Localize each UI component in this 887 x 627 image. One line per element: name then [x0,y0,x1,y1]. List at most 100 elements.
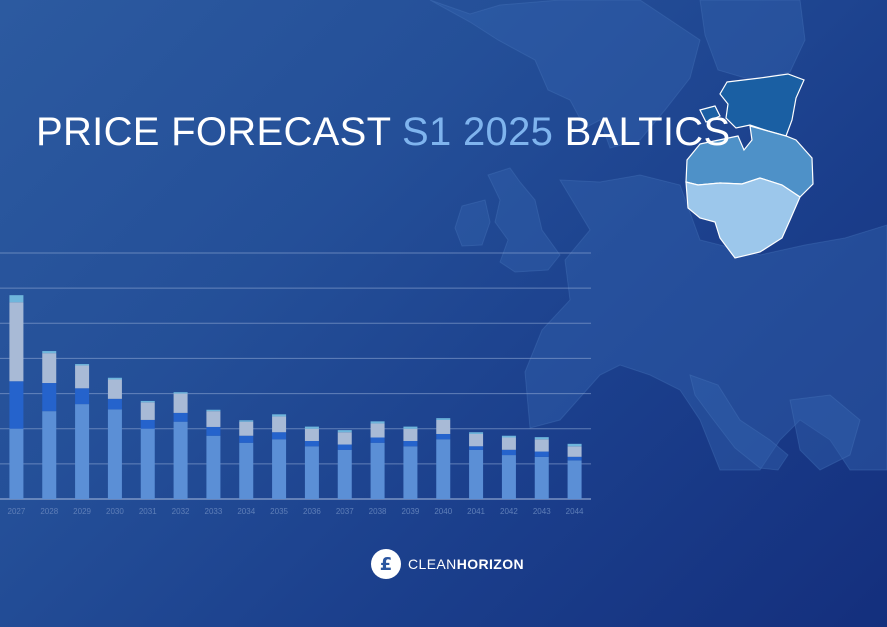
bar-segment-2041-s3 [469,433,484,447]
bar-segment-2040-s4 [436,418,451,420]
bar-segment-2027-s2 [9,381,24,429]
bar-segment-2035-s3 [272,416,287,433]
bar-segment-2039-s1 [403,446,418,499]
bar-segment-2031-s2 [140,419,155,429]
x-tick-label: 2037 [336,507,354,516]
bar-segment-2042-s2 [501,449,516,456]
title-suffix: BALTICS [553,110,731,154]
x-tick-label: 2044 [566,507,584,516]
bar-segment-2044-s2 [567,456,582,461]
bar-segment-2040-s2 [436,433,451,440]
bar-segment-2027-s1 [9,428,24,499]
bar-segment-2032-s4 [173,392,188,394]
bar-segment-2040-s3 [436,419,451,434]
bar-segment-2034-s4 [239,420,254,422]
bar-segment-2041-s2 [469,446,484,450]
bar-segment-2034-s2 [239,435,254,443]
bar-segment-2042-s1 [501,455,516,499]
bar-segment-2040-s1 [436,439,451,499]
bar-segment-2037-s1 [337,449,352,499]
ireland-landmass [454,199,491,247]
bar-segment-2028-s2 [42,383,57,412]
x-tick-label: 2030 [106,507,124,516]
bar-segment-2033-s4 [206,409,221,412]
bar-segment-2041-s4 [469,432,484,434]
bar-segment-2032-s3 [173,393,188,413]
brand-name: CLEANHORIZON [408,556,524,572]
x-tick-label: 2042 [500,507,518,516]
bar-segment-2038-s4 [370,421,385,424]
bar-segment-2030-s1 [107,409,122,499]
bar-segment-2029-s4 [75,364,90,366]
bar-segment-2039-s2 [403,441,418,447]
x-tick-label: 2036 [303,507,321,516]
bar-segment-2038-s3 [370,423,385,438]
bar-segment-2043-s1 [534,456,549,499]
bar-segment-2037-s2 [337,444,352,450]
bar-segment-2032-s1 [173,421,188,499]
lithuania-region [685,177,801,259]
brand-name-light: CLEAN [408,556,457,572]
title-accent: S1 2025 [402,110,554,154]
bar-segment-2036-s4 [304,426,319,429]
bar-segment-2029-s3 [75,365,90,389]
chart-bars [9,295,582,499]
bar-segment-2037-s4 [337,430,352,433]
x-tick-label: 2028 [40,507,58,516]
bar-segment-2036-s2 [304,441,319,447]
bar-segment-2044-s4 [567,443,582,447]
x-tick-label: 2032 [172,507,190,516]
bar-segment-2029-s2 [75,388,90,405]
title-prefix: PRICE FORECAST [36,110,403,154]
bar-segment-2036-s3 [304,428,319,442]
bar-segment-2043-s3 [534,439,549,452]
bar-segment-2031-s1 [140,428,155,499]
x-tick-label: 2041 [467,507,485,516]
bar-segment-2027-s3 [9,302,24,382]
bar-segment-2033-s2 [206,426,221,436]
bar-segment-2030-s3 [107,379,122,399]
bar-segment-2035-s4 [272,414,287,417]
bar-segment-2037-s3 [337,432,352,445]
bar-segment-2044-s3 [567,446,582,457]
bar-segment-2036-s1 [304,446,319,499]
bar-segment-2042-s4 [501,435,516,438]
page-title: PRICE FORECAST S1 2025 BALTICS [36,110,730,155]
x-tick-label: 2039 [402,507,420,516]
balkans-landmass [789,394,861,471]
x-tick-label: 2040 [434,507,452,516]
bar-segment-2028-s3 [42,353,57,384]
italy-landmass [689,374,789,471]
bar-segment-2039-s4 [403,426,418,429]
bar-segment-2027-s4 [9,295,24,303]
bar-segment-2041-s1 [469,449,484,499]
bar-segment-2032-s2 [173,412,188,422]
bar-segment-2033-s1 [206,435,221,499]
x-tick-label: 2029 [73,507,91,516]
bar-segment-2034-s3 [239,421,254,436]
bar-segment-2043-s2 [534,451,549,457]
uk-landmass [487,167,561,273]
bar-segment-2030-s2 [107,398,122,410]
bar-segment-2030-s4 [107,377,122,380]
brand-name-bold: HORIZON [456,556,525,572]
bar-segment-2031-s3 [140,402,155,420]
x-tick-label: 2033 [205,507,223,516]
pound-coin-icon: £ [371,549,401,579]
x-tick-label: 2035 [270,507,288,516]
x-tick-label: 2038 [369,507,387,516]
x-tick-label: 2034 [237,507,255,516]
bar-segment-2038-s1 [370,442,385,499]
x-tick-label: 2027 [8,507,26,516]
bar-segment-2028-s1 [42,411,57,499]
bar-segment-2035-s2 [272,432,287,440]
x-tick-label: 2043 [533,507,551,516]
bar-segment-2033-s3 [206,411,221,427]
bar-segment-2034-s1 [239,442,254,499]
cleanhorizon-logo: £ CLEANHORIZON [371,549,524,579]
x-tick-label: 2031 [139,507,157,516]
bar-segment-2043-s4 [534,437,549,440]
x-axis-labels: 2027 2028 2029 2030 2031 2032 2033 2034 2035 2036… [8,507,585,516]
